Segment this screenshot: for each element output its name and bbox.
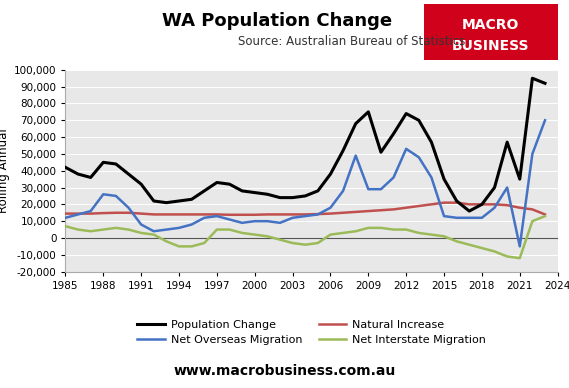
Text: BUSINESS: BUSINESS	[452, 39, 530, 53]
Text: MACRO: MACRO	[462, 18, 519, 32]
Y-axis label: Rolling Annual: Rolling Annual	[0, 128, 10, 213]
Text: www.macrobusiness.com.au: www.macrobusiness.com.au	[174, 364, 395, 378]
Text: Source: Australian Bureau of Statistics: Source: Australian Bureau of Statistics	[238, 35, 465, 48]
Text: WA Population Change: WA Population Change	[162, 12, 392, 29]
Legend: Population Change, Net Overseas Migration, Natural Increase, Net Interstate Migr: Population Change, Net Overseas Migratio…	[137, 320, 486, 345]
